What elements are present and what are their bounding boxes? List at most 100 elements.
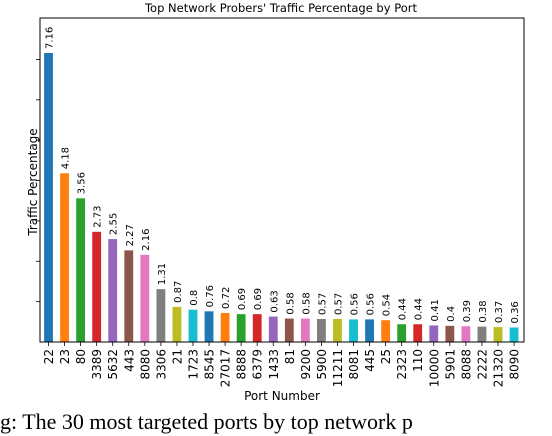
y-axis-label: Traffic Percentage bbox=[26, 128, 40, 236]
x-tick-label-1723: 1723 bbox=[186, 349, 200, 380]
value-label-80: 3.56 bbox=[77, 172, 88, 194]
x-tick-label-8080: 8080 bbox=[138, 349, 152, 380]
x-axis-label: Port Number bbox=[244, 389, 320, 403]
bar-8090 bbox=[509, 327, 519, 342]
value-label-81: 0.58 bbox=[285, 292, 296, 314]
ticks-group bbox=[36, 59, 515, 346]
figure-caption: g: The 30 most targeted ports by top net… bbox=[0, 409, 413, 434]
x-tick-label-81: 81 bbox=[283, 349, 297, 364]
bar-chart: Top Network Probers' Traffic Percentage … bbox=[26, 1, 525, 403]
bar-10000 bbox=[429, 325, 439, 342]
value-label-3389: 2.73 bbox=[93, 206, 104, 228]
x-tick-label-27017: 27017 bbox=[219, 349, 233, 387]
value-label-9200: 0.58 bbox=[301, 292, 312, 314]
bars-group bbox=[44, 53, 519, 342]
value-label-10000: 0.41 bbox=[430, 299, 441, 321]
x-tick-label-3389: 3389 bbox=[90, 349, 104, 380]
bar-21320 bbox=[493, 327, 503, 342]
value-label-23: 4.18 bbox=[61, 147, 72, 169]
value-label-8080: 2.16 bbox=[141, 229, 152, 251]
value-label-3306: 1.31 bbox=[157, 263, 168, 285]
x-tick-label-21320: 21320 bbox=[491, 349, 505, 387]
value-label-5901: 0.4 bbox=[446, 306, 457, 322]
x-tick-label-8545: 8545 bbox=[203, 349, 217, 380]
value-label-1723: 0.8 bbox=[189, 290, 200, 306]
value-label-8090: 0.36 bbox=[510, 301, 521, 323]
x-tick-label-22: 22 bbox=[42, 349, 56, 364]
value-labels-group: 7.16 4.18 3.56 2.73 2.55 2.27 2.16 1.31 0.87 0.8 0… bbox=[45, 27, 522, 324]
x-tick-label-23: 23 bbox=[58, 349, 72, 364]
bar-443 bbox=[124, 250, 134, 342]
bar-110 bbox=[413, 324, 423, 342]
bar-21 bbox=[172, 306, 182, 342]
bar-6379 bbox=[252, 314, 262, 342]
tick-labels-group: 22 23 80 3389 5632 443 8080 3306 21 1723 8545 27017… bbox=[42, 349, 522, 387]
bar-8080 bbox=[140, 254, 150, 342]
bar-2323 bbox=[397, 324, 407, 342]
value-label-445: 0.56 bbox=[366, 293, 377, 315]
value-label-443: 2.27 bbox=[125, 224, 136, 246]
x-tick-label-11211: 11211 bbox=[331, 349, 345, 387]
x-tick-label-110: 110 bbox=[411, 349, 425, 372]
value-label-8081: 0.56 bbox=[350, 293, 361, 315]
bar-3389 bbox=[92, 231, 102, 342]
x-tick-label-2323: 2323 bbox=[395, 349, 409, 380]
bar-81 bbox=[284, 318, 294, 342]
bar-23 bbox=[60, 173, 69, 342]
x-tick-label-25: 25 bbox=[379, 349, 393, 364]
bar-3306 bbox=[156, 289, 166, 342]
bar-9200 bbox=[300, 318, 310, 342]
bar-8088 bbox=[461, 326, 471, 342]
x-tick-label-445: 445 bbox=[363, 349, 377, 372]
value-label-8888: 0.69 bbox=[237, 288, 248, 310]
bar-445 bbox=[365, 319, 374, 342]
chart-title: Top Network Probers' Traffic Percentage … bbox=[144, 1, 417, 15]
value-label-110: 0.44 bbox=[414, 298, 425, 320]
bar-22 bbox=[44, 53, 53, 342]
value-label-8545: 0.76 bbox=[205, 285, 216, 307]
value-label-5900: 0.57 bbox=[317, 293, 328, 315]
x-tick-label-8090: 8090 bbox=[508, 349, 522, 380]
value-label-21: 0.87 bbox=[173, 281, 184, 303]
bar-8081 bbox=[349, 319, 358, 342]
x-tick-label-80: 80 bbox=[74, 349, 88, 364]
bar-27017 bbox=[220, 312, 230, 342]
x-tick-label-8088: 8088 bbox=[459, 349, 473, 380]
x-tick-label-6379: 6379 bbox=[251, 349, 265, 380]
x-tick-label-1433: 1433 bbox=[267, 349, 281, 380]
plot-frame bbox=[39, 17, 525, 343]
bar-11211 bbox=[333, 318, 342, 342]
value-label-2222: 0.38 bbox=[478, 300, 489, 322]
value-label-22: 7.16 bbox=[45, 27, 56, 49]
x-tick-label-9200: 9200 bbox=[299, 349, 313, 380]
value-label-8088: 0.39 bbox=[462, 300, 473, 322]
bar-1433 bbox=[268, 316, 278, 342]
value-label-21320: 0.37 bbox=[494, 301, 505, 323]
x-tick-label-21: 21 bbox=[170, 349, 184, 364]
x-tick-label-443: 443 bbox=[122, 349, 136, 372]
value-label-11211: 0.57 bbox=[333, 293, 344, 315]
x-tick-label-8888: 8888 bbox=[235, 349, 249, 380]
bar-8545 bbox=[204, 311, 214, 342]
x-tick-label-3306: 3306 bbox=[154, 349, 168, 380]
x-tick-label-5632: 5632 bbox=[106, 349, 120, 380]
x-tick-label-10000: 10000 bbox=[427, 349, 441, 387]
x-tick-label-5901: 5901 bbox=[443, 349, 457, 380]
bar-5901 bbox=[445, 325, 455, 342]
bar-5632 bbox=[108, 239, 118, 342]
value-label-6379: 0.69 bbox=[253, 288, 264, 310]
x-tick-label-8081: 8081 bbox=[347, 349, 361, 380]
bar-80 bbox=[76, 198, 86, 342]
value-label-27017: 0.72 bbox=[221, 287, 232, 309]
value-label-1433: 0.63 bbox=[269, 290, 280, 312]
bar-25 bbox=[381, 320, 391, 342]
value-label-2323: 0.44 bbox=[398, 298, 409, 320]
bar-5900 bbox=[317, 318, 326, 342]
value-label-5632: 2.55 bbox=[109, 213, 120, 235]
x-tick-label-5900: 5900 bbox=[315, 349, 329, 380]
bar-8888 bbox=[236, 314, 246, 342]
bar-1723 bbox=[188, 309, 198, 342]
bar-2222 bbox=[477, 326, 487, 342]
x-tick-label-2222: 2222 bbox=[475, 349, 489, 380]
value-label-25: 0.54 bbox=[382, 294, 393, 316]
